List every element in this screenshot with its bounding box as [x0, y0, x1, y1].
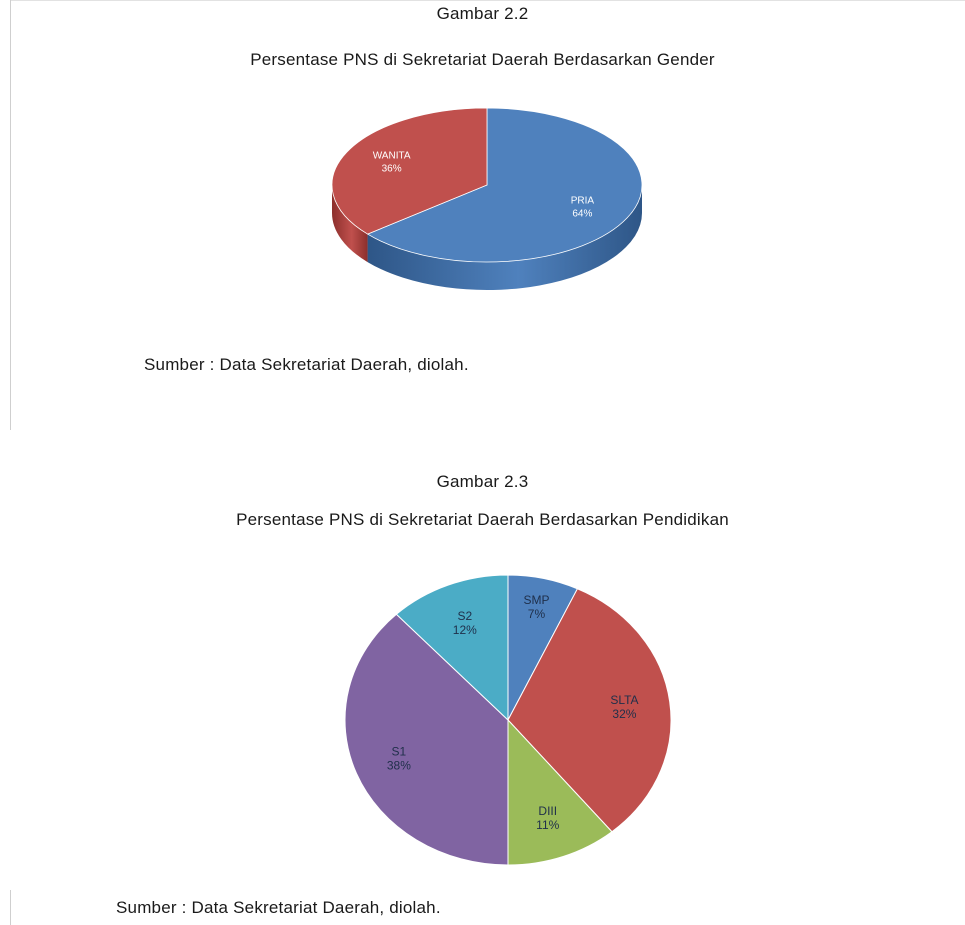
pie-value-pria: 64% [572, 208, 592, 219]
pie-slice-diii [507, 718, 613, 866]
pie-slice-s1 [344, 613, 509, 866]
pie-label-slta: SLTA [610, 693, 638, 707]
pie-value-slta: 32% [612, 707, 636, 721]
pie-slice-s2 [395, 574, 509, 722]
pie-side-wanita [332, 185, 368, 263]
pie-slice-slta [507, 588, 672, 833]
pie-label-pria: PRIA [571, 195, 595, 206]
page-border-top [10, 0, 965, 1]
pie-side-pria [367, 185, 642, 290]
figure-1-title: Persentase PNS di Sekretariat Daerah Ber… [250, 50, 715, 69]
pie-value-smp: 7% [528, 607, 546, 621]
pie-label-wanita: WANITA [373, 151, 411, 162]
figure-1-source: Sumber : Data Sekretariat Daerah, diolah… [144, 355, 469, 374]
pie-value-wanita: 36% [382, 164, 402, 175]
pie-value-diii: 11% [536, 818, 559, 832]
pie-label-diii: DIII [538, 804, 557, 818]
pie-slice-wanita [331, 107, 488, 235]
figure-2-title: Persentase PNS di Sekretariat Daerah Ber… [236, 510, 729, 529]
gender-pie-chart: PRIA 64% WANITA 36% [331, 107, 643, 290]
pie-label-s1: S1 [392, 744, 407, 758]
pie-value-s2: 12% [453, 623, 477, 637]
page-border-left [10, 0, 11, 430]
figure-2-number: Gambar 2.3 [436, 472, 529, 491]
figure-2-source: Sumber : Data Sekretariat Daerah, diolah… [116, 898, 441, 917]
pie-slice-pria [366, 107, 643, 263]
pie-value-s1: 38% [387, 758, 411, 772]
page-border-left-lower [10, 890, 11, 925]
figure-1-number: Gambar 2.2 [436, 4, 529, 23]
pie-label-smp: SMP [523, 593, 549, 607]
pie-label-s2: S2 [457, 609, 472, 623]
